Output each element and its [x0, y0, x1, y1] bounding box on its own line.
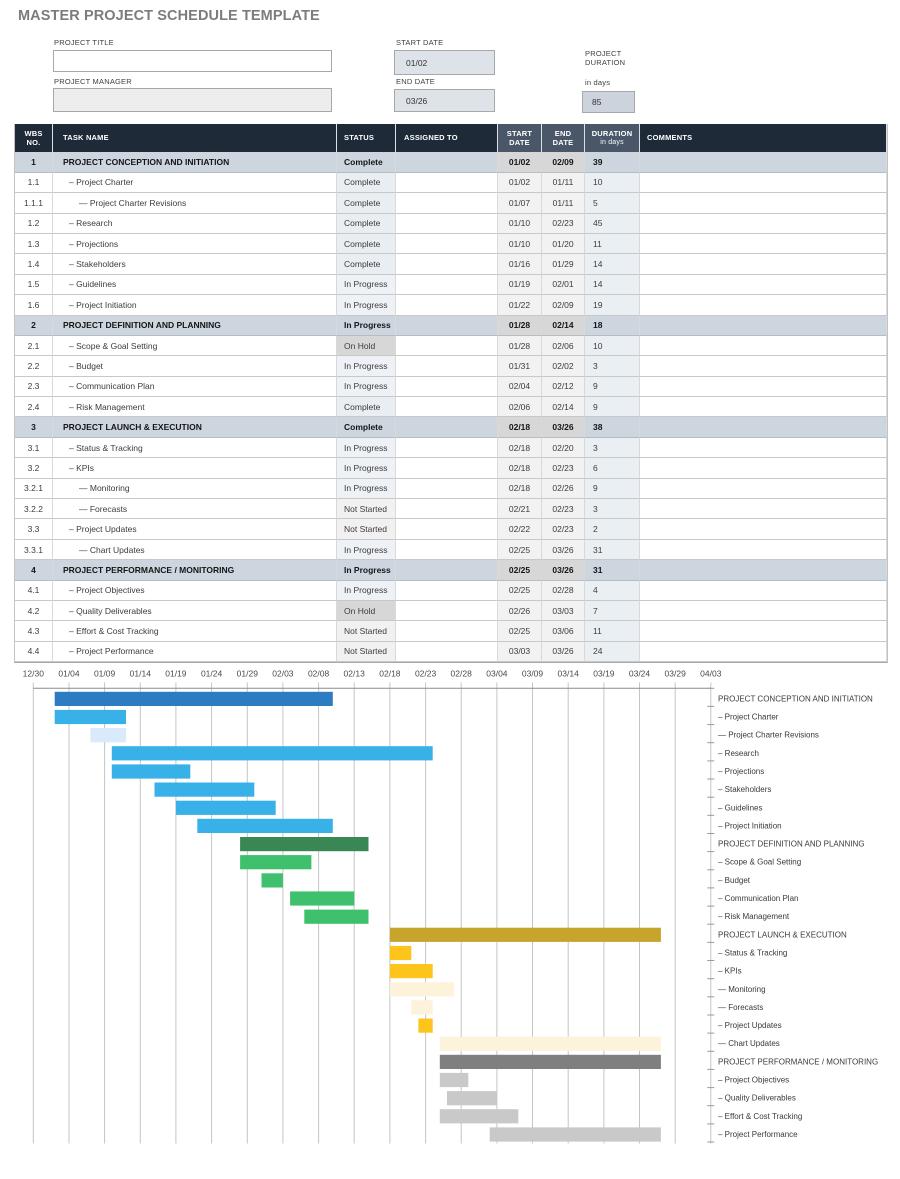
svg-text:– Stakeholders: – Stakeholders [718, 785, 771, 794]
svg-text:PROJECT DEFINITION AND PLANNIN: PROJECT DEFINITION AND PLANNING [718, 840, 865, 849]
svg-text:02/13: 02/13 [344, 669, 366, 679]
svg-text:01/04: 01/04 [58, 669, 80, 679]
svg-text:02/28: 02/28 [451, 669, 473, 679]
svg-text:– Scope & Goal Setting: – Scope & Goal Setting [718, 858, 801, 867]
svg-text:03/29: 03/29 [665, 669, 687, 679]
svg-text:— Monitoring: — Monitoring [718, 985, 766, 994]
svg-text:02/23: 02/23 [415, 669, 437, 679]
svg-text:– KPIs: – KPIs [718, 967, 742, 976]
svg-text:03/14: 03/14 [558, 669, 580, 679]
svg-text:PROJECT CONCEPTION AND INITIAT: PROJECT CONCEPTION AND INITIATION [718, 694, 873, 703]
svg-text:— Forecasts: — Forecasts [718, 1003, 763, 1012]
svg-text:01/14: 01/14 [130, 669, 152, 679]
svg-text:– Project Charter: – Project Charter [718, 713, 779, 722]
svg-text:03/09: 03/09 [522, 669, 544, 679]
svg-text:01/19: 01/19 [165, 669, 187, 679]
svg-text:— Chart Updates: — Chart Updates [718, 1039, 780, 1048]
svg-text:– Project Updates: – Project Updates [718, 1021, 782, 1030]
svg-text:04/03: 04/03 [700, 669, 722, 679]
svg-text:– Quality Deliverables: – Quality Deliverables [718, 1094, 796, 1103]
svg-text:– Status & Tracking: – Status & Tracking [718, 949, 787, 958]
svg-text:– Effort & Cost Tracking: – Effort & Cost Tracking [718, 1112, 802, 1121]
svg-text:– Project Objectives: – Project Objectives [718, 1076, 789, 1085]
svg-text:01/09: 01/09 [94, 669, 116, 679]
svg-text:01/29: 01/29 [237, 669, 259, 679]
svg-text:– Project Initiation: – Project Initiation [718, 821, 782, 830]
svg-text:12/30: 12/30 [23, 669, 45, 679]
svg-text:– Projections: – Projections [718, 767, 764, 776]
svg-text:– Guidelines: – Guidelines [718, 803, 762, 812]
svg-text:01/24: 01/24 [201, 669, 223, 679]
svg-text:– Project Performance: – Project Performance [718, 1130, 798, 1139]
svg-text:– Communication Plan: – Communication Plan [718, 894, 798, 903]
svg-text:– Budget: – Budget [718, 876, 751, 885]
svg-text:03/19: 03/19 [593, 669, 615, 679]
svg-text:03/04: 03/04 [486, 669, 508, 679]
svg-text:PROJECT PERFORMANCE / MONITORI: PROJECT PERFORMANCE / MONITORING [718, 1057, 878, 1066]
svg-text:– Research: – Research [718, 749, 759, 758]
svg-text:– Risk Management: – Risk Management [718, 912, 790, 921]
svg-text:02/03: 02/03 [272, 669, 294, 679]
svg-text:— Project Charter Revisions: — Project Charter Revisions [718, 731, 819, 740]
svg-text:03/24: 03/24 [629, 669, 651, 679]
svg-text:PROJECT LAUNCH & EXECUTION: PROJECT LAUNCH & EXECUTION [718, 930, 847, 939]
svg-text:02/18: 02/18 [379, 669, 401, 679]
svg-text:02/08: 02/08 [308, 669, 330, 679]
